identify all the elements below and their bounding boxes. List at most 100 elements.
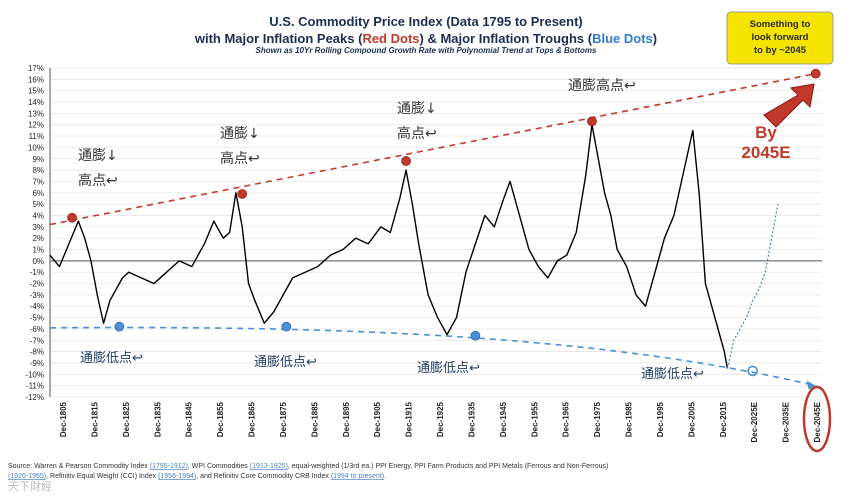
- x-tick-label: Dec-1985: [625, 401, 634, 437]
- x-tick-label: Dec-1905: [373, 401, 382, 437]
- x-tick-label: Dec-1925: [436, 401, 445, 437]
- trough-dot: [470, 330, 481, 341]
- series-lines: [49, 124, 779, 369]
- y-tick-label: 7%: [32, 177, 44, 186]
- y-tick-label: 6%: [32, 189, 44, 198]
- x-tick-label: Dec-1935: [467, 401, 476, 437]
- trend-lines: [49, 72, 816, 387]
- trough-dot: [747, 365, 758, 377]
- annotation-peak-3-line-2: 高点↩: [397, 125, 437, 142]
- y-tick-label: -7%: [30, 336, 44, 345]
- x-tick-label: Dec-2015: [719, 401, 728, 437]
- x-tick-label: Dec-1995: [656, 401, 665, 437]
- y-tick-label: 5%: [32, 200, 44, 209]
- y-tick-label: 1%: [32, 246, 44, 255]
- src-2f: .: [384, 473, 386, 480]
- subtitle-part-5: ): [653, 31, 657, 46]
- y-tick-label: -3%: [30, 291, 44, 300]
- x-tick-label: Dec-1975: [593, 401, 602, 437]
- y-tick-label: 4%: [32, 211, 44, 220]
- x-tick-label: Dec-2035E: [782, 401, 791, 442]
- chart-subtitle: with Major Inflation Peaks (Red Dots) & …: [194, 31, 657, 46]
- x-tick-label: Dec-1845: [185, 401, 194, 437]
- src-2a: (1926-1955): [8, 473, 46, 480]
- subtitle-part-3: ) & Major Inflation Troughs (: [420, 31, 593, 46]
- y-tick-label: 10%: [28, 143, 44, 152]
- annotation-peak-2-line-2: 高点↩: [220, 150, 260, 167]
- peak-trend-line: [49, 72, 816, 226]
- x-tick-label: Dec-2045E: [813, 401, 822, 442]
- x-tick-label: Dec-2025E: [750, 401, 759, 442]
- y-tick-label: 14%: [28, 98, 44, 107]
- by-label-2: 2045E: [741, 143, 790, 162]
- x-tick-label: Dec-1875: [279, 401, 288, 437]
- y-tick-label: -5%: [30, 314, 44, 323]
- dec-2045e-highlight: [802, 385, 832, 453]
- callout-box: [726, 11, 834, 65]
- projection-line: [726, 204, 779, 369]
- price-index-line: [49, 124, 729, 369]
- y-tick-label: -6%: [30, 325, 44, 334]
- x-tick-label: Dec-1825: [122, 401, 131, 437]
- annotation-peak-3-line-1: 通膨↓: [397, 100, 437, 117]
- src-2b: , Refinitiv Equal Weight (CCI) Index: [46, 473, 158, 480]
- trough-dot: [281, 321, 292, 332]
- y-tick-label: 15%: [28, 87, 44, 96]
- y-tick-label: 11%: [29, 132, 44, 141]
- y-tick-label: -9%: [30, 359, 44, 368]
- source-line-1: Source: Warren & Pearson Commodity Index…: [8, 463, 608, 470]
- trough-dot: [114, 321, 125, 332]
- callout-line-2: look forward: [751, 32, 808, 43]
- annotation-peak-1-line-2: 高点↩: [78, 172, 118, 189]
- y-tick-label: -8%: [30, 348, 44, 357]
- x-tick-label: Dec-1835: [153, 401, 162, 437]
- x-tick-label: Dec-1855: [216, 401, 225, 437]
- src-2d: , and Refinitiv Core Commodity CRB Index: [196, 473, 331, 480]
- annotation-peak-1-line-1: 通膨↓: [78, 147, 118, 164]
- annotation-trough-3-line-1: 通膨低点↩: [417, 361, 480, 376]
- x-tick-label: Dec-2005: [687, 401, 696, 437]
- trough-arrowhead: [806, 380, 816, 390]
- x-axis-ticks: Dec-1805 Dec-1815 Dec-1825 Dec-1835 Dec-1845…: [59, 401, 822, 442]
- grid: [49, 67, 822, 398]
- callout-line-1: Something to: [750, 19, 811, 30]
- y-tick-label: -2%: [30, 280, 44, 289]
- subtitle-part-1: with Major Inflation Peaks (: [194, 31, 363, 46]
- y-axis-ticks: -12% -11% -10% -9% -8% -7% -6% -5% -4% -3% -2% -1% 0…: [25, 64, 44, 402]
- src-1a: Source: Warren & Pearson Commodity Index: [8, 463, 150, 470]
- y-tick-label: 2%: [32, 234, 44, 243]
- x-tick-label: Dec-1915: [405, 401, 414, 437]
- peak-dot: [810, 68, 821, 79]
- peak-dot: [237, 189, 248, 199]
- trough-trend-line: [49, 326, 816, 387]
- y-tick-label: -12%: [25, 393, 44, 402]
- y-tick-label: 16%: [28, 75, 44, 84]
- subtitle-red-dots: Red Dots: [362, 31, 419, 46]
- annotation-trough-2-line-1: 通膨低点↩: [254, 355, 317, 370]
- src-2c: (1956-1994): [158, 473, 196, 480]
- x-tick-label: Dec-1885: [310, 401, 319, 437]
- x-tick-label: Dec-1895: [342, 401, 351, 437]
- annotation-peak-4-line-1: 通膨高点↩: [568, 77, 636, 94]
- y-tick-label: 17%: [28, 64, 44, 73]
- x-tick-label: Dec-1965: [562, 401, 571, 437]
- src-1c: , WPI Commodities: [188, 463, 250, 470]
- y-tick-label: -4%: [30, 302, 44, 311]
- y-tick-label: 8%: [32, 166, 44, 175]
- annotation-peak-2-line-1: 通膨↓: [220, 125, 260, 142]
- annotation-trough-1-line-1: 通膨低点↩: [80, 351, 143, 366]
- source-line-2: (1926-1955), Refinitiv Equal Weight (CCI…: [8, 473, 386, 480]
- x-tick-label: Dec-1945: [499, 401, 508, 437]
- by-2045-arrow: [763, 83, 815, 128]
- y-tick-label: -10%: [25, 370, 44, 379]
- callout-line-3: to by ~2045: [754, 45, 807, 56]
- by-label-1: By: [755, 123, 777, 142]
- y-tick-label: 9%: [32, 155, 44, 164]
- x-tick-label: Dec-1815: [90, 401, 99, 437]
- src-1d: (1913-1925): [250, 463, 288, 470]
- y-tick-label: -11%: [26, 382, 44, 391]
- peak-dot: [587, 116, 597, 127]
- chart-title: U.S. Commodity Price Index (Data 1795 to…: [269, 14, 583, 29]
- x-tick-label: Dec-1805: [59, 401, 68, 437]
